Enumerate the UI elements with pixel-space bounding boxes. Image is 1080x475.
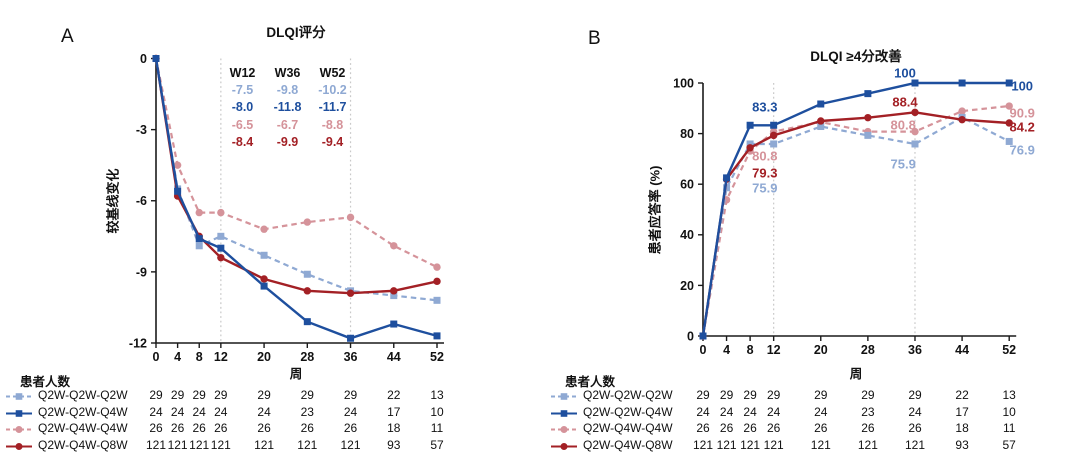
y-tick-label: 40 — [680, 228, 694, 242]
x-tick-label: 4 — [174, 350, 181, 364]
summary-header-cell: W52 — [319, 66, 346, 80]
x-tick-label: 8 — [196, 350, 203, 364]
value-label: 84.2 — [1009, 119, 1035, 135]
summary-value-cell: -9.9 — [276, 134, 299, 149]
summary-value-cell: -7.5 — [231, 83, 254, 98]
value-label: 76.9 — [1009, 142, 1035, 158]
value-label: 75.9 — [752, 180, 778, 196]
panel-a-letter: A — [61, 26, 74, 47]
panel-b-title: DLQI ≥4分改善 — [810, 49, 902, 64]
y-tick-label: -6 — [136, 194, 147, 208]
x-tick-label: 36 — [908, 343, 922, 357]
value-label: 80.8 — [890, 117, 916, 133]
panel-a-line-chart: 0 4 8 12 20 28 36 44 520-3-6-9-12 — [129, 52, 444, 364]
summary-value-cell: -11.8 — [273, 100, 302, 115]
y-tick-label: 20 — [680, 279, 694, 293]
x-tick-label: 52 — [430, 350, 444, 364]
summary-value-cell: -6.5 — [231, 117, 254, 132]
panel-a-y-axis-label: 较基线变化 — [105, 168, 121, 234]
x-tick-label: 4 — [723, 343, 730, 357]
value-label: 100 — [894, 65, 916, 81]
x-tick-label: 0 — [153, 350, 160, 364]
y-tick-label: -9 — [136, 265, 147, 279]
panel-b-y-axis-label: 患者应答率 (%) — [647, 165, 663, 255]
summary-value-cell: -9.8 — [276, 83, 299, 98]
panel-a-summary-table: W12 W36 W52 -7.5 -9.8 -10.2 -8.0 -11.8 -11.7 -6.5… — [220, 65, 355, 151]
summary-value-cell: -8.0 — [231, 100, 254, 115]
x-tick-label: 44 — [387, 350, 401, 364]
series-line-Q2W-Q2W-Q2W — [701, 116, 1010, 337]
value-label: 100 — [1011, 78, 1034, 94]
summary-value-cell: -8.8 — [321, 117, 344, 132]
y-tick-label: 0 — [687, 329, 694, 343]
x-tick-label: 44 — [955, 343, 969, 357]
x-tick-label: 12 — [214, 350, 228, 364]
x-tick-label: 28 — [300, 350, 314, 364]
panel-b-x-axis-label: 周 — [849, 367, 863, 381]
panel-a-x-axis-label: 周 — [289, 367, 303, 381]
x-tick-label: 0 — [700, 343, 707, 357]
summary-table-row: -6.5 -6.7 -8.8 — [220, 117, 355, 134]
y-tick-label: 100 — [673, 76, 694, 90]
summary-table-row: -7.5 -9.8 -10.2 — [220, 82, 355, 99]
summary-value-cell: -9.4 — [321, 134, 344, 149]
x-tick-label: 28 — [861, 343, 875, 357]
summary-table-row: -8.0 -11.8 -11.7 — [220, 99, 355, 116]
y-tick-label: -3 — [136, 123, 147, 137]
summary-header-cell: W36 — [274, 66, 301, 80]
value-label: 80.8 — [752, 148, 778, 164]
value-label: 90.9 — [1009, 105, 1035, 121]
panel-b: 0 4 8 12 20 28 36 44 52 0 20 40 60 80 100 B DLQI ≥4分改善… — [545, 0, 1080, 475]
summary-value-cell: -8.4 — [231, 134, 254, 149]
value-label: 88.4 — [892, 94, 918, 110]
summary-value-cell: -10.2 — [318, 83, 347, 98]
x-tick-label: 20 — [814, 343, 828, 357]
y-tick-label: 0 — [140, 52, 147, 66]
summary-value-cell: -11.7 — [318, 100, 347, 115]
y-tick-label: 60 — [680, 178, 694, 192]
x-tick-label: 52 — [1002, 343, 1016, 357]
y-tick-label: -12 — [129, 336, 147, 350]
x-tick-label: 36 — [344, 350, 358, 364]
panel-a: 0 4 8 12 20 28 36 44 52 0 -3 -6 -9 -12 A DLQI评分 较基线变化… — [6, 25, 444, 451]
x-tick-label: 12 — [767, 343, 781, 357]
summary-value-cell: -6.7 — [276, 117, 299, 132]
value-label: 79.3 — [752, 165, 778, 181]
panel-b-letter: B — [588, 28, 601, 49]
value-label: 75.9 — [890, 156, 916, 172]
value-label: 83.3 — [752, 99, 778, 115]
y-tick-label: 80 — [680, 127, 694, 141]
panel-a-title: DLQI评分 — [266, 25, 326, 40]
panel-b-line-chart: 0 4 8 12 20 28 36 44 52 0 20 40 60 80 100 — [673, 76, 1017, 357]
x-tick-label: 20 — [257, 350, 271, 364]
x-tick-label: 8 — [747, 343, 754, 357]
summary-header-cell: W12 — [229, 66, 256, 80]
summary-table-header-row: W12 W36 W52 — [220, 65, 355, 82]
summary-table-row: -8.4 -9.9 -9.4 — [220, 134, 355, 151]
